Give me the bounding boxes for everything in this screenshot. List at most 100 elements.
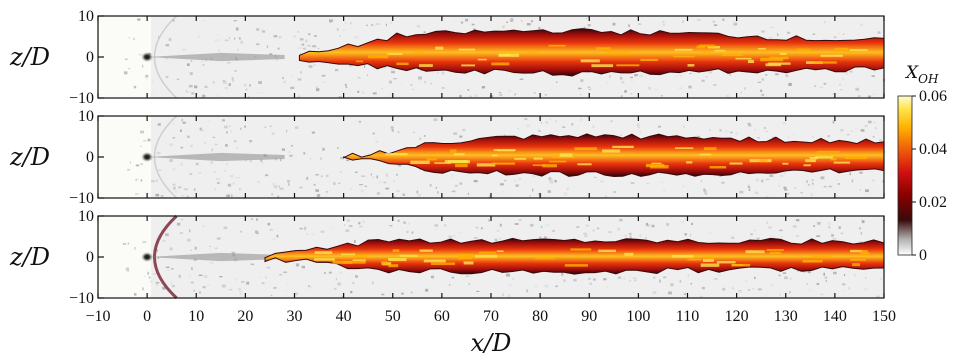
turbulence-speckle	[231, 194, 233, 197]
turbulence-speckle	[747, 185, 751, 188]
turbulence-speckle	[529, 195, 531, 197]
turbulence-speckle	[620, 95, 623, 97]
turbulence-speckle	[578, 87, 582, 90]
turbulence-speckle	[840, 232, 844, 235]
oh-core-streak	[596, 47, 611, 50]
turbulence-speckle	[207, 120, 211, 122]
oh-core-streak	[353, 254, 368, 258]
turbulence-speckle	[540, 122, 543, 124]
turbulence-speckle	[783, 171, 786, 175]
oh-core-streak	[491, 62, 510, 66]
oh-core-streak	[758, 48, 766, 50]
turbulence-speckle	[868, 95, 871, 99]
turbulence-speckle	[359, 184, 364, 186]
turbulence-speckle	[123, 71, 128, 75]
turbulence-speckle	[599, 76, 602, 79]
turbulence-speckle	[764, 126, 766, 129]
turbulence-speckle	[256, 28, 260, 31]
turbulence-speckle	[752, 287, 755, 290]
turbulence-speckle	[322, 148, 325, 151]
turbulence-speckle	[357, 77, 361, 79]
turbulence-speckle	[198, 274, 203, 277]
turbulence-speckle	[637, 125, 641, 129]
turbulence-speckle	[858, 241, 863, 243]
turbulence-speckle	[390, 126, 394, 129]
turbulence-speckle	[838, 226, 841, 230]
oh-core-streak	[532, 164, 546, 166]
turbulence-speckle	[623, 277, 626, 280]
oh-core-streak	[396, 62, 409, 66]
oh-core-streak	[314, 251, 333, 255]
oh-core-streak	[341, 253, 356, 256]
turbulence-speckle	[779, 175, 784, 177]
turbulence-speckle	[843, 289, 846, 291]
turbulence-speckle	[364, 185, 367, 188]
turbulence-speckle	[134, 192, 139, 196]
turbulence-speckle	[347, 219, 350, 222]
turbulence-speckle	[450, 274, 454, 277]
oh-core-streak	[496, 250, 504, 253]
turbulence-speckle	[817, 222, 821, 225]
turbulence-speckle	[661, 94, 663, 97]
oh-core-streak	[458, 48, 476, 51]
turbulence-speckle	[464, 18, 469, 22]
oh-core-streak	[387, 53, 403, 55]
turbulence-speckle	[778, 274, 782, 277]
turbulence-speckle	[639, 130, 642, 133]
turbulence-speckle	[580, 79, 584, 82]
y-axis-label: z/D	[9, 143, 50, 171]
turbulence-speckle	[135, 178, 138, 181]
turbulence-speckle	[663, 276, 667, 279]
turbulence-speckle	[548, 178, 553, 182]
colorbar-tick-label: 0.06	[919, 88, 947, 105]
turbulence-speckle	[271, 193, 274, 196]
oh-core-streak	[709, 166, 727, 169]
turbulence-speckle	[193, 259, 197, 261]
jet-nozzle	[141, 52, 154, 62]
turbulence-speckle	[321, 146, 324, 150]
turbulence-speckle	[534, 91, 536, 94]
turbulence-speckle	[346, 159, 350, 162]
turbulence-speckle	[222, 284, 226, 288]
turbulence-speckle	[502, 191, 506, 193]
turbulence-speckle	[371, 24, 374, 26]
turbulence-speckle	[305, 39, 308, 43]
turbulence-speckle	[142, 287, 144, 291]
turbulence-speckle	[299, 38, 304, 41]
turbulence-speckle	[476, 290, 480, 292]
turbulence-speckle	[313, 183, 316, 186]
turbulence-speckle	[299, 186, 303, 189]
turbulence-speckle	[313, 64, 316, 66]
x-axis-label: x/D	[471, 329, 512, 357]
jet-wake	[147, 152, 285, 162]
turbulence-speckle	[225, 143, 228, 147]
turbulence-speckle	[265, 174, 269, 177]
turbulence-speckle	[125, 267, 130, 271]
turbulence-speckle	[297, 31, 299, 33]
turbulence-speckle	[329, 21, 332, 24]
turbulence-speckle	[593, 176, 597, 179]
turbulence-speckle	[435, 228, 437, 230]
turbulence-speckle	[674, 74, 678, 78]
turbulence-speckle	[787, 136, 790, 139]
oh-core-streak	[729, 162, 743, 165]
oh-core-streak	[813, 61, 837, 64]
turbulence-speckle	[360, 189, 364, 193]
y-tick-label: 10	[78, 208, 94, 225]
turbulence-speckle	[825, 279, 827, 282]
turbulence-speckle	[250, 263, 255, 266]
turbulence-speckle	[178, 186, 182, 189]
turbulence-speckle	[289, 154, 293, 157]
turbulence-speckle	[768, 37, 773, 39]
oh-core-streak	[453, 153, 465, 156]
turbulence-speckle	[663, 189, 666, 191]
turbulence-speckle	[568, 177, 570, 179]
oh-core-streak	[702, 258, 714, 262]
turbulence-speckle	[696, 135, 701, 139]
turbulence-speckle	[182, 121, 186, 124]
turbulence-speckle	[682, 185, 684, 188]
turbulence-speckle	[850, 130, 853, 133]
turbulence-speckle	[140, 130, 145, 134]
turbulence-speckle	[162, 240, 166, 242]
oh-core-streak	[463, 261, 474, 265]
